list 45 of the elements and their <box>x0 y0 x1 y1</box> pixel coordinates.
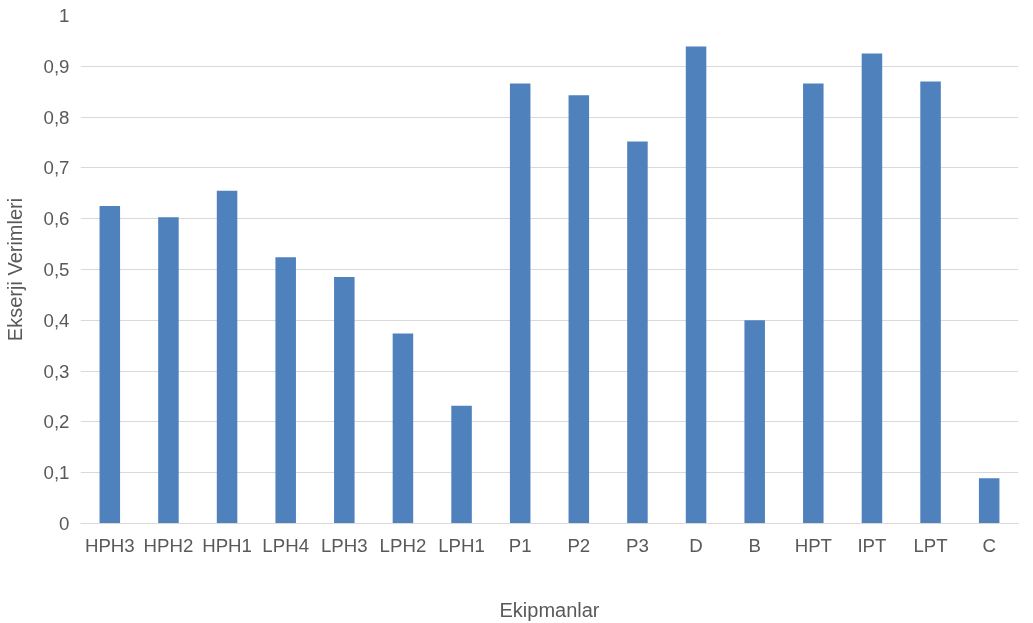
y-tick-label: 0 <box>59 513 70 534</box>
bar <box>275 257 296 524</box>
x-tick-label: C <box>982 534 996 556</box>
x-tick-label: IPT <box>857 534 887 556</box>
bar <box>392 333 414 524</box>
y-tick-label: 1 <box>59 5 70 26</box>
y-tick-label: 0,4 <box>43 309 70 331</box>
x-tick-label: HPH2 <box>143 534 194 556</box>
bar <box>158 217 179 524</box>
x-tick-label: HPT <box>794 534 832 556</box>
x-tick-label: HPH1 <box>202 534 252 556</box>
y-tick-label: 0,3 <box>43 360 70 382</box>
x-tick-label: P3 <box>626 534 649 556</box>
x-tick-label: D <box>689 534 703 556</box>
x-tick-label: LPH3 <box>320 534 368 556</box>
bar <box>451 405 472 524</box>
bar <box>568 95 590 524</box>
bar <box>627 141 648 524</box>
y-tick-label: 0,8 <box>43 106 70 128</box>
bar <box>861 53 883 524</box>
x-tick-label: HPH3 <box>84 534 135 556</box>
x-tick-label: B <box>748 534 761 556</box>
y-axis-title: Ekserji Verimleri <box>3 197 26 342</box>
bar <box>685 46 707 524</box>
x-axis-title: Ekipmanlar <box>499 598 600 621</box>
y-tick-label: 0,1 <box>43 462 70 484</box>
bar <box>803 83 824 524</box>
bar <box>744 320 765 524</box>
bar <box>920 81 941 524</box>
bar <box>99 206 121 524</box>
bar <box>334 277 355 524</box>
bar <box>216 190 238 524</box>
y-tick-label: 0,5 <box>43 259 70 280</box>
x-tick-label: LPH2 <box>379 534 427 556</box>
bar <box>978 478 1000 524</box>
y-tick-label: 0,2 <box>43 411 70 433</box>
bar <box>509 83 531 524</box>
x-tick-label: P2 <box>567 534 591 556</box>
x-tick-label: LPH4 <box>262 534 310 556</box>
y-tick-label: 0,9 <box>43 55 70 77</box>
y-tick-label: 0,7 <box>43 157 70 179</box>
y-tick-label: 0,6 <box>43 208 70 230</box>
x-tick-label: P1 <box>508 534 532 556</box>
x-tick-label: LPH1 <box>438 534 485 556</box>
x-tick-label: LPT <box>913 534 948 556</box>
